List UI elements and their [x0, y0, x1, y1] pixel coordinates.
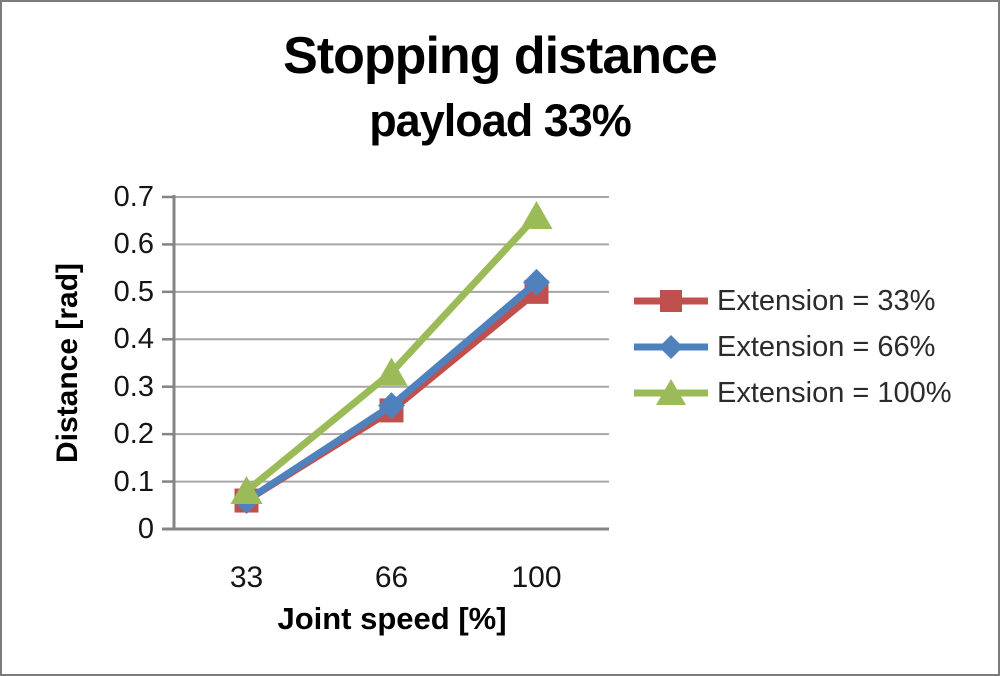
diamond-legend-marker-icon	[634, 334, 708, 360]
x-tick-label: 33	[229, 561, 264, 594]
square-legend-marker-icon	[634, 290, 708, 312]
x-tick-label: 66	[374, 561, 409, 594]
triangle-legend-marker-icon	[634, 379, 708, 405]
series-marker-extension-100	[520, 200, 553, 229]
legend-label: Extension = 66%	[717, 330, 936, 363]
y-tick-label: 0.2	[113, 418, 154, 451]
legend-label: Extension = 33%	[717, 284, 936, 317]
y-tick-label: 0.6	[113, 228, 154, 261]
y-tick-label: 0.3	[113, 370, 154, 403]
series-marker-extension-100	[230, 476, 263, 505]
x-axis-title: Joint speed [%]	[277, 601, 507, 636]
series-line-extension-100	[244, 213, 540, 494]
x-tick-label: 100	[511, 561, 562, 594]
y-tick-label: 0.7	[113, 181, 154, 213]
y-tick-label: 0.4	[113, 323, 154, 356]
series-line-extension-66	[244, 279, 539, 504]
y-tick-label: 0.1	[113, 465, 154, 498]
legend-item: Extension = 66%	[634, 324, 952, 370]
legend-item: Extension = 100%	[634, 370, 952, 416]
chart-subtitle: payload 33%	[369, 95, 632, 146]
legend: Extension = 33% Extension = 66% Extension …	[634, 278, 952, 416]
legend-item: Extension = 33%	[634, 278, 952, 324]
y-tick-label: 0.5	[113, 275, 154, 308]
y-tick-label: 0	[137, 513, 154, 545]
series-marker-extension-100	[375, 357, 408, 386]
legend-label: Extension = 100%	[717, 376, 952, 409]
chart-title: Stopping distance	[283, 27, 718, 85]
